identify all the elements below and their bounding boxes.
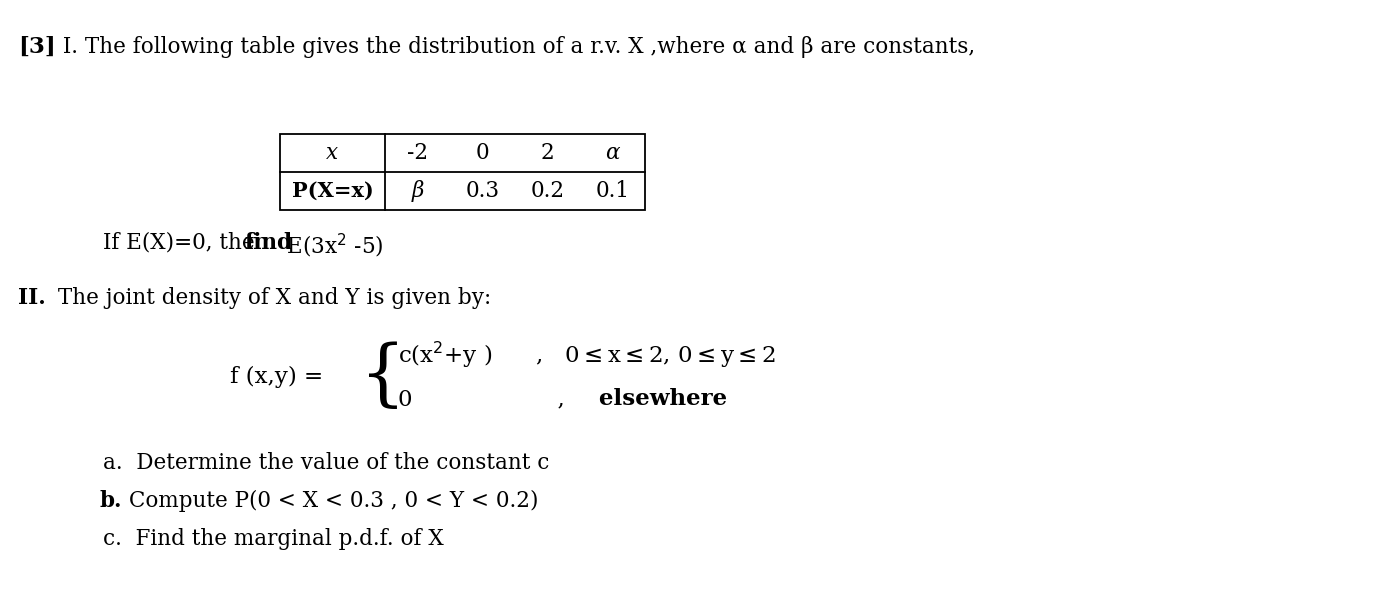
Text: c.  Find the marginal p.d.f. of X: c. Find the marginal p.d.f. of X: [103, 528, 444, 550]
Text: P(X=x): P(X=x): [292, 181, 374, 201]
Text: [3]: [3]: [18, 36, 56, 58]
Bar: [280, 134, 645, 210]
Text: f (x,y) =: f (x,y) =: [230, 366, 323, 388]
Text: 0.3: 0.3: [465, 180, 499, 202]
Text: elsewhere: elsewhere: [583, 388, 727, 410]
Text: 0                    ,: 0 ,: [397, 388, 565, 410]
Text: 2: 2: [540, 142, 554, 164]
Text: 0.2: 0.2: [531, 180, 565, 202]
Text: 0.1: 0.1: [595, 180, 630, 202]
Text: α: α: [605, 142, 620, 164]
Text: find: find: [245, 232, 293, 254]
Text: 0: 0: [476, 142, 489, 164]
Text: x: x: [326, 142, 338, 164]
Text: b.: b.: [100, 490, 122, 512]
Text: {: {: [360, 342, 406, 412]
Text: E(3x$^2$ -5): E(3x$^2$ -5): [280, 232, 384, 260]
Text: I. The following table gives the distribution of a r.v. X ,where α and β are con: I. The following table gives the distrib…: [56, 36, 975, 58]
Text: II.: II.: [18, 287, 45, 309]
Text: If E(X)=0, then: If E(X)=0, then: [103, 232, 275, 254]
Text: c(x$^2$+y )      ,   0$\leq$x$\leq$2, 0$\leq$y$\leq$2: c(x$^2$+y ) , 0$\leq$x$\leq$2, 0$\leq$y$…: [397, 340, 775, 370]
Text: -2: -2: [407, 142, 428, 164]
Text: a.  Determine the value of the constant c: a. Determine the value of the constant c: [103, 452, 550, 474]
Text: β: β: [411, 180, 424, 202]
Text: The joint density of X and Y is given by:: The joint density of X and Y is given by…: [51, 287, 491, 309]
Text: Compute P(0 < X < 0.3 , 0 < Y < 0.2): Compute P(0 < X < 0.3 , 0 < Y < 0.2): [122, 490, 539, 512]
